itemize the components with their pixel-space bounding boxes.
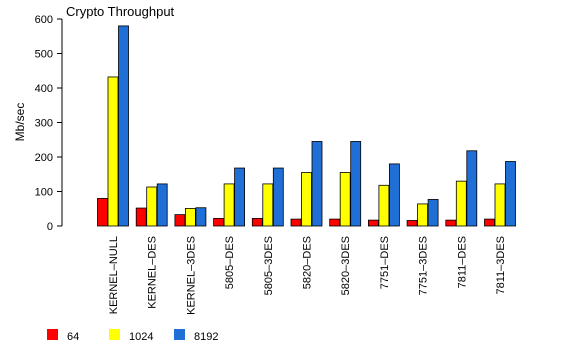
bar-64-5 [290, 218, 302, 227]
bar-64-1 [135, 207, 147, 227]
legend: 64 1024 8192 [47, 329, 218, 343]
x-category-label: 5820–DES [302, 236, 314, 289]
x-category-label: 5805–DES [224, 236, 236, 289]
legend-label: 1024 [129, 331, 153, 343]
y-tick-label: 100 [35, 187, 53, 199]
bar-8192-8 [427, 199, 439, 227]
bar-1024-4 [262, 183, 274, 227]
legend-label: 64 [67, 331, 79, 343]
bar-8192-0 [118, 25, 129, 227]
bar-1024-9 [455, 180, 467, 227]
bar-8192-3 [234, 167, 246, 227]
bar-64-8 [406, 220, 418, 227]
bar-64-0 [97, 197, 108, 227]
bar-8192-10 [505, 161, 516, 227]
bar-8192-2 [195, 207, 207, 227]
x-category-label: 5820–3DES [340, 236, 352, 295]
y-tick-label: 400 [35, 83, 53, 95]
y-tick-label: 200 [35, 152, 53, 164]
y-tick-label: 600 [35, 14, 53, 26]
x-category-label: KERNEL–NULL [108, 236, 120, 314]
bar-64-9 [445, 219, 457, 227]
y-axis-label: Mb/sec [13, 103, 27, 142]
bar-64-3 [213, 218, 225, 227]
x-category-label: 5805–3DES [263, 236, 275, 295]
category-labels: KERNEL–NULL KERNEL–DES KERNEL–3DES 5805–DES… [108, 236, 507, 315]
legend-label: 8192 [194, 331, 218, 343]
bar-1024-8 [417, 203, 429, 227]
bar-1024-5 [301, 172, 312, 227]
y-tick-label: 0 [47, 221, 53, 233]
x-category-label: 7751–3DES [418, 236, 430, 295]
x-category-label: 7811–DES [456, 236, 468, 288]
bar-64-6 [329, 218, 341, 227]
bar-8192-9 [466, 150, 478, 227]
bar-64-4 [251, 218, 263, 227]
x-category-label: 7751–DES [379, 236, 391, 289]
bar-1024-3 [223, 183, 235, 227]
legend-swatch-1024 [109, 329, 120, 340]
bar-64-2 [174, 214, 186, 227]
bar-8192-6 [350, 141, 362, 227]
bar-8192-1 [156, 183, 168, 227]
axes: 0 100 200 300 400 500 600 [35, 14, 63, 233]
chart-title: Crypto Throughput [66, 4, 175, 19]
x-category-label: 7811–3DES [495, 236, 507, 295]
bar-1024-2 [184, 208, 196, 227]
bar-8192-7 [388, 163, 400, 227]
bar-8192-4 [272, 167, 284, 227]
legend-swatch-8192 [174, 329, 185, 340]
bar-1024-6 [339, 172, 351, 227]
bar-1024-7 [378, 184, 390, 227]
y-tick-label: 500 [35, 49, 53, 61]
bar-8192-5 [311, 141, 323, 227]
bar-1024-1 [146, 186, 158, 227]
legend-swatch-64 [47, 329, 58, 340]
x-category-label: KERNEL–DES [147, 236, 159, 309]
x-category-label: KERNEL–3DES [185, 236, 197, 315]
y-tick-label: 300 [35, 118, 53, 130]
bar-1024-10 [494, 183, 506, 227]
bar-64-7 [367, 219, 379, 227]
bar-1024-0 [107, 76, 119, 227]
bar-64-10 [484, 218, 495, 227]
bars [97, 25, 516, 227]
